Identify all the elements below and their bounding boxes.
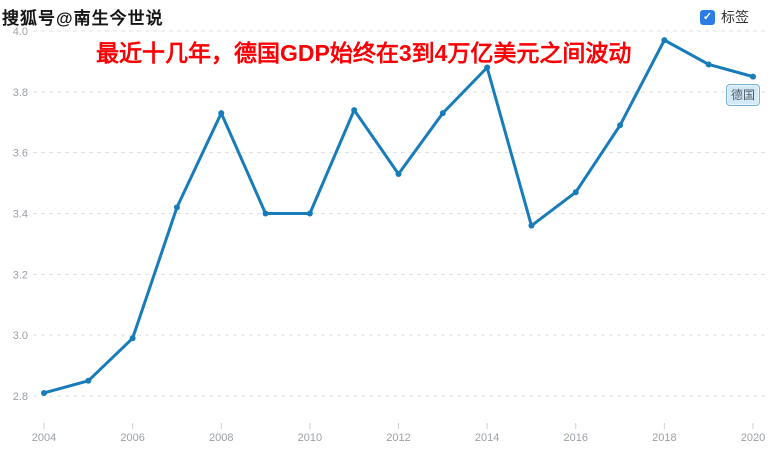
- x-axis-tick-label: 2016: [564, 432, 588, 444]
- data-point-marker: [705, 61, 712, 68]
- x-axis-tick-label: 2012: [386, 432, 410, 444]
- x-axis-tick-label: 2020: [741, 432, 765, 444]
- data-point-marker: [572, 189, 579, 196]
- x-axis-tick-label: 2010: [298, 432, 322, 444]
- x-axis-tick-label: 2018: [652, 432, 676, 444]
- data-point-marker: [528, 222, 535, 229]
- x-axis-tick-label: 2014: [475, 432, 499, 444]
- y-axis-tick-label: 3.4: [13, 209, 28, 221]
- data-point-marker: [85, 377, 92, 384]
- y-axis-tick-label: 3.2: [13, 269, 28, 281]
- chart-title: 最近十几年，德国GDP始终在3到4万亿美元之间波动: [96, 40, 632, 66]
- data-point-marker: [129, 335, 136, 342]
- data-point-marker: [351, 107, 358, 114]
- data-point-marker: [484, 64, 491, 71]
- data-point-marker: [306, 210, 313, 217]
- data-point-marker: [617, 122, 624, 129]
- tag-toggle[interactable]: ✓ 标签: [700, 7, 749, 27]
- y-axis-tick-label: 2.8: [13, 391, 28, 403]
- y-axis-tick-label: 3.0: [13, 330, 28, 342]
- data-point-marker: [750, 73, 756, 80]
- data-point-marker: [262, 210, 269, 217]
- data-point-marker: [218, 110, 225, 117]
- tag-checkbox-label: 标签: [721, 9, 749, 25]
- y-axis-tick-label: 4.0: [13, 26, 28, 38]
- x-axis-tick-label: 2006: [120, 432, 144, 444]
- watermark-sohu: 搜狐号@南生今世说: [2, 9, 164, 28]
- data-point-marker: [661, 37, 668, 44]
- x-axis-tick-label: 2004: [32, 432, 56, 444]
- data-point-marker: [41, 389, 47, 396]
- x-axis-tick-label: 2008: [209, 432, 233, 444]
- tag-checkbox[interactable]: ✓: [700, 9, 715, 25]
- series-badge-germany[interactable]: 德国: [726, 84, 761, 106]
- checkmark-icon: ✓: [702, 10, 713, 23]
- y-axis-tick-label: 3.6: [13, 148, 28, 160]
- data-point-marker: [439, 110, 446, 117]
- data-point-marker: [395, 170, 402, 177]
- data-point-marker: [173, 204, 180, 211]
- y-axis-tick-label: 3.8: [13, 87, 28, 99]
- gdp-line-germany: [42, 38, 755, 395]
